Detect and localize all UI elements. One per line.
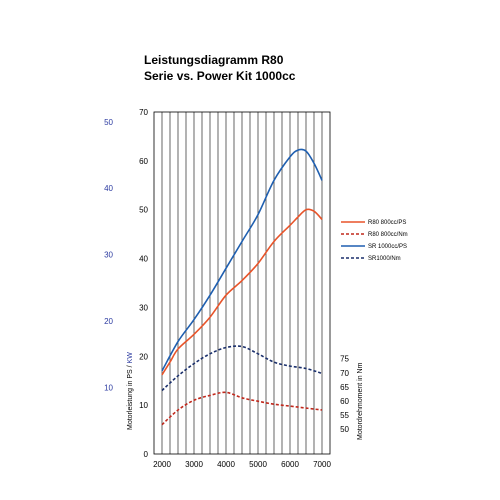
x-axis: 2000 3000 4000 5000 6000 7000 <box>153 460 331 469</box>
y-tick-label: 0 <box>144 450 149 459</box>
nm-tick-label: 70 <box>340 369 349 378</box>
x-tick-label: 4000 <box>217 460 235 469</box>
nm-tick-label: 60 <box>340 397 349 406</box>
legend-label: R80 800cc/PS <box>368 220 406 226</box>
legend-label: SR 1000cc/PS <box>368 244 407 250</box>
y-tick-label: 20 <box>139 352 148 361</box>
kw-tick-label: 50 <box>104 118 113 127</box>
y-axis-ps: 0 10 20 30 40 50 60 70 <box>139 108 148 459</box>
y-tick-label: 70 <box>139 108 148 117</box>
plot-frame <box>153 111 331 455</box>
series-line <box>161 148 323 372</box>
kw-tick-label: 30 <box>104 251 113 260</box>
series-line <box>161 391 323 426</box>
nm-tick-label: 65 <box>340 383 349 392</box>
legend-label: SR1000/Nm <box>368 256 401 262</box>
y-axis-right-title: Motordrehmoment in Nm <box>357 362 364 440</box>
kw-tick-label: 40 <box>104 184 113 193</box>
x-tick-label: 5000 <box>249 460 267 469</box>
x-tick-label: 6000 <box>281 460 299 469</box>
series-lines <box>161 148 323 426</box>
chart-title: Leistungsdiagramm R80 <box>144 53 284 67</box>
legend: R80 800cc/PS R80 800cc/Nm SR 1000cc/PS SR10… <box>341 220 408 262</box>
legend-label: R80 800cc/Nm <box>368 232 408 238</box>
y-axis-nm: 50 55 60 65 70 75 <box>340 355 349 434</box>
y-axis-kw: 10 20 30 40 50 <box>104 118 113 393</box>
chart-subtitle: Serie vs. Power Kit 1000cc <box>144 69 296 83</box>
nm-tick-label: 75 <box>340 355 349 364</box>
nm-tick-label: 50 <box>340 425 349 434</box>
x-tick-label: 7000 <box>313 460 331 469</box>
y-tick-label: 10 <box>139 401 148 410</box>
y-tick-label: 60 <box>139 157 148 166</box>
nm-tick-label: 55 <box>340 411 349 420</box>
y-tick-label: 50 <box>139 206 148 215</box>
grid-lines <box>161 112 323 454</box>
kw-tick-label: 20 <box>104 317 113 326</box>
x-tick-label: 2000 <box>153 460 171 469</box>
series-line <box>161 345 323 392</box>
series-line <box>161 208 323 376</box>
y-axis-left-title: Motorleistung in PS / KW <box>127 352 134 430</box>
y-tick-label: 30 <box>139 303 148 312</box>
x-tick-label: 3000 <box>185 460 203 469</box>
kw-tick-label: 10 <box>104 384 113 393</box>
y-tick-label: 40 <box>139 255 148 264</box>
